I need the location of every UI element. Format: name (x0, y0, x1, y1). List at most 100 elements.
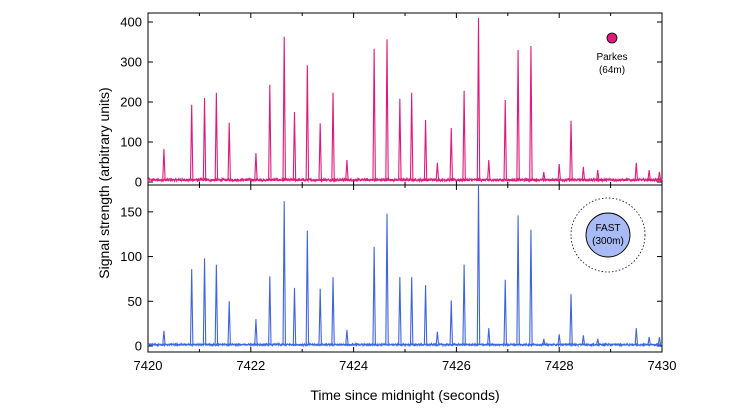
legend-parkes: Parkes (64m) (596, 32, 628, 76)
pulse-fast (227, 301, 231, 346)
pulse-fast (503, 279, 507, 346)
pulse-fast (282, 201, 286, 346)
x-ticks-fast (147, 185, 663, 352)
legend-label-parkes-line2: (64m) (599, 65, 625, 76)
legend-marker-parkes (606, 32, 618, 44)
x-tick-label: 7428 (545, 358, 574, 373)
pulse-parkes (516, 49, 520, 181)
y-axis-parkes: 0 100 200 300 400 (120, 15, 662, 190)
noise-line-fast (147, 341, 663, 348)
pulse-fast (569, 294, 573, 346)
pulse-parkes (331, 92, 335, 181)
pulse-fast (372, 246, 376, 346)
pulse-parkes (634, 162, 639, 181)
pulse-fast (529, 229, 533, 346)
pulse-fast (189, 269, 194, 346)
y-tick-label-fast: 100 (120, 249, 142, 264)
pulse-fast (318, 288, 322, 346)
legend-marker-fast (585, 212, 631, 258)
pulse-parkes (596, 169, 600, 181)
pulse-fast (476, 184, 481, 346)
pulse-fast (345, 329, 349, 346)
y-axis-fast: 0 50 100 150 (120, 204, 662, 354)
x-tick-label: 7420 (134, 358, 163, 373)
pulse-fast (292, 287, 297, 346)
pulse-fast (435, 331, 440, 346)
panel-parkes: 0 100 200 300 400 Parkes (64m) (120, 12, 663, 190)
pulse-fast (268, 276, 272, 346)
pulse-fast (449, 300, 454, 346)
panel-frame-parkes (147, 12, 663, 186)
y-tick-label-parkes: 0 (135, 175, 142, 190)
pulse-parkes (542, 171, 546, 181)
panel-frame-fast (147, 184, 663, 353)
legend-fast: FAST (300m) (570, 197, 646, 273)
pulse-parkes (409, 92, 414, 181)
legend-label-parkes-line1: Parkes (596, 52, 627, 63)
legend-outer-ring-fast (570, 197, 646, 273)
pulse-fast (331, 277, 335, 346)
x-axis: 7420 7422 7424 7426 7428 7430 (134, 358, 677, 373)
pulse-fast (409, 277, 414, 346)
y-tick-label-parkes: 200 (120, 95, 142, 110)
y-tick-label-fast: 150 (120, 204, 142, 219)
pulse-parkes (657, 171, 662, 181)
pulse-parkes (214, 92, 219, 181)
y-axis-title: Signal strength (arbitrary units) (96, 87, 112, 278)
pulse-parkes (557, 163, 561, 181)
pulse-fast (596, 338, 600, 346)
pulse-parkes (435, 162, 440, 181)
x-axis-title: Time since midnight (seconds) (310, 387, 499, 403)
pulse-parkes (318, 123, 322, 181)
pulse-fast (516, 215, 520, 346)
x-tick-label: 7422 (236, 358, 265, 373)
pulse-parkes (345, 159, 349, 181)
pulse-parkes (305, 65, 310, 181)
pulse-parkes (647, 169, 651, 181)
pulse-fast (305, 230, 310, 346)
pulse-parkes (569, 120, 573, 181)
legend-label-fast-line1: FAST (595, 223, 620, 234)
pulse-parkes (227, 122, 231, 181)
y-tick-label-parkes: 300 (120, 55, 142, 70)
pulse-fast (398, 277, 402, 346)
pulse-parkes (282, 36, 286, 181)
pulse-parkes (423, 119, 428, 181)
x-tick-label: 7424 (339, 358, 368, 373)
pulse-parkes (268, 84, 272, 181)
series-fast (147, 184, 663, 348)
noise-line-parkes (147, 176, 663, 184)
pulse-parkes (398, 98, 402, 181)
pulse-fast (162, 330, 166, 346)
pulse-parkes (254, 153, 258, 181)
panel-fast: 0 50 100 150 FAST (300m) (120, 184, 663, 354)
y-tick-label-parkes: 400 (120, 15, 142, 30)
pulse-fast (557, 334, 561, 346)
pulse-parkes (372, 48, 376, 181)
pulse-fast (581, 335, 586, 346)
pulse-fast (254, 319, 258, 346)
y-tick-label-parkes: 100 (120, 135, 142, 150)
pulse-fast (634, 328, 639, 346)
pulse-fast (423, 285, 428, 346)
pulse-parkes (189, 104, 194, 181)
x-ticks-parkes (147, 13, 663, 185)
x-tick-label: 7430 (648, 358, 677, 373)
pulse-fast (385, 213, 389, 346)
legend-label-fast-line2: (300m) (592, 236, 624, 247)
pulse-fast (214, 264, 219, 346)
pulse-parkes (487, 159, 491, 181)
pulse-fast (647, 336, 651, 346)
series-parkes (147, 17, 663, 184)
pulse-fast (487, 328, 491, 346)
pulse-fast (657, 336, 662, 346)
pulse-parkes (581, 166, 586, 181)
pulse-fast (462, 264, 466, 346)
pulse-parkes (385, 39, 389, 181)
pulse-parkes (449, 127, 454, 181)
pulse-parkes (202, 97, 207, 181)
pulse-fast (542, 338, 546, 346)
pulse-parkes (503, 99, 507, 181)
pulse-parkes (162, 149, 166, 181)
